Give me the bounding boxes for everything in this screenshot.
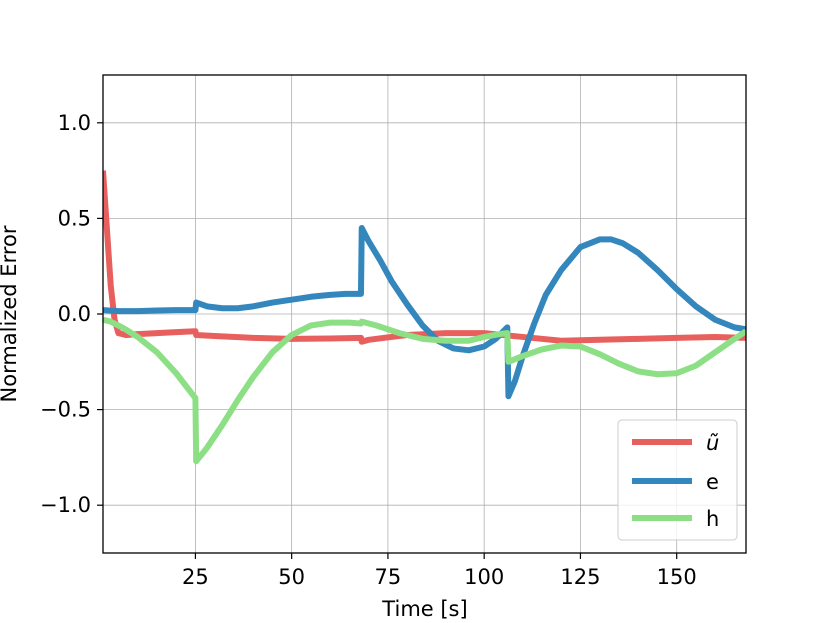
x-tick-label: 125 (560, 565, 600, 589)
x-tick-label: 25 (182, 565, 209, 589)
y-tick-label: 0.5 (58, 206, 91, 230)
grid (103, 75, 746, 553)
x-tick-label: 150 (657, 565, 697, 589)
y-tick-label: −0.5 (40, 398, 91, 422)
x-tick-label: 75 (375, 565, 402, 589)
legend-label-u: ũ (706, 431, 719, 455)
y-tick-label: −1.0 (40, 493, 91, 517)
legend-label-e: e (706, 470, 719, 494)
x-axis-label: Time [s] (381, 597, 467, 621)
series-layer (103, 170, 746, 465)
x-ticks: 25 50 75 100 125 150 (182, 553, 697, 589)
legend: ũ e h (617, 419, 738, 541)
y-axis-label: Normalized Error (0, 225, 21, 402)
legend-label-h: h (706, 507, 719, 531)
x-tick-label: 100 (464, 565, 504, 589)
y-tick-label: 1.0 (58, 111, 91, 135)
series-e-line (103, 224, 746, 400)
x-tick-label: 50 (278, 565, 305, 589)
y-tick-label: 0.0 (58, 302, 91, 326)
y-ticks: −1.0 −0.5 0.0 0.5 1.0 (40, 111, 103, 517)
series-u-tilde-line (103, 170, 746, 345)
series-h-line (103, 316, 746, 465)
